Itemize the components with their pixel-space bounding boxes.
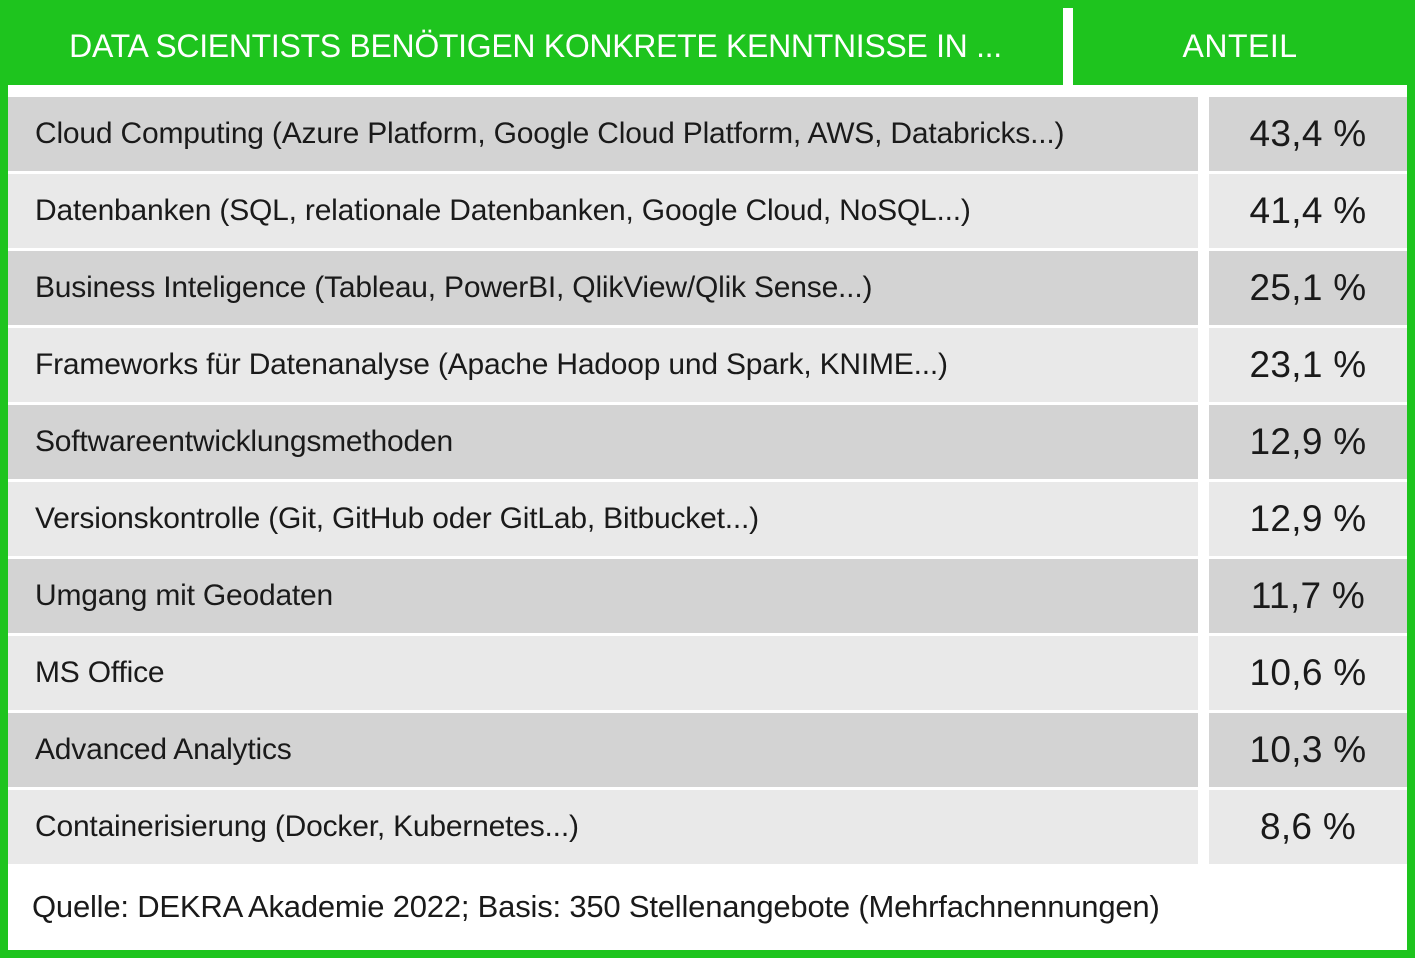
share-value: 43,4 % <box>1209 97 1407 171</box>
source-text: Quelle: DEKRA Akademie 2022; Basis: 350 … <box>32 889 1160 924</box>
column-gutter <box>1198 174 1209 248</box>
header-column-gap <box>1063 8 1073 85</box>
skill-label: Umgang mit Geodaten <box>8 559 1198 633</box>
column-gutter <box>1198 328 1209 402</box>
skill-label: Containerisierung (Docker, Kubernetes...… <box>8 790 1198 864</box>
table-header: DATA SCIENTISTS BENÖTIGEN KONKRETE KENNT… <box>8 8 1407 85</box>
table-title: DATA SCIENTISTS BENÖTIGEN KONKRETE KENNT… <box>8 8 1063 85</box>
skill-label: Versionskontrolle (Git, GitHub oder GitL… <box>8 482 1198 556</box>
share-value: 25,1 % <box>1209 251 1407 325</box>
value-column-header: ANTEIL <box>1073 8 1407 85</box>
table-row: Frameworks für Datenanalyse (Apache Hado… <box>8 328 1407 402</box>
column-gutter <box>1198 482 1209 556</box>
column-gutter <box>1198 405 1209 479</box>
skill-label: Advanced Analytics <box>8 713 1198 787</box>
column-gutter <box>1198 559 1209 633</box>
skill-label: Business Inteligence (Tableau, PowerBI, … <box>8 251 1198 325</box>
column-gutter <box>1198 251 1209 325</box>
table-row: Advanced Analytics 10,3 % <box>8 713 1407 787</box>
skill-label: MS Office <box>8 636 1198 710</box>
table-row: Containerisierung (Docker, Kubernetes...… <box>8 790 1407 864</box>
skill-label: Frameworks für Datenanalyse (Apache Hado… <box>8 328 1198 402</box>
share-value: 11,7 % <box>1209 559 1407 633</box>
skill-label: Softwareentwicklungsmethoden <box>8 405 1198 479</box>
source-footer: Quelle: DEKRA Akademie 2022; Basis: 350 … <box>8 864 1407 950</box>
table-body: Cloud Computing (Azure Platform, Google … <box>8 97 1407 864</box>
column-gutter <box>1198 790 1209 864</box>
share-value: 41,4 % <box>1209 174 1407 248</box>
share-value: 23,1 % <box>1209 328 1407 402</box>
table-row: Umgang mit Geodaten 11,7 % <box>8 559 1407 633</box>
share-value: 10,6 % <box>1209 636 1407 710</box>
table-row: Business Inteligence (Tableau, PowerBI, … <box>8 251 1407 325</box>
skill-label: Datenbanken (SQL, relationale Datenbanke… <box>8 174 1198 248</box>
column-gutter <box>1198 713 1209 787</box>
table-row: MS Office 10,6 % <box>8 636 1407 710</box>
share-value: 10,3 % <box>1209 713 1407 787</box>
table-row: Datenbanken (SQL, relationale Datenbanke… <box>8 174 1407 248</box>
skill-label: Cloud Computing (Azure Platform, Google … <box>8 97 1198 171</box>
table-row: Versionskontrolle (Git, GitHub oder GitL… <box>8 482 1407 556</box>
table-row: Cloud Computing (Azure Platform, Google … <box>8 97 1407 171</box>
column-gutter <box>1198 636 1209 710</box>
share-value: 12,9 % <box>1209 405 1407 479</box>
column-gutter <box>1198 97 1209 171</box>
table-row: Softwareentwicklungsmethoden 12,9 % <box>8 405 1407 479</box>
share-value: 12,9 % <box>1209 482 1407 556</box>
header-spacer <box>8 85 1407 97</box>
share-value: 8,6 % <box>1209 790 1407 864</box>
